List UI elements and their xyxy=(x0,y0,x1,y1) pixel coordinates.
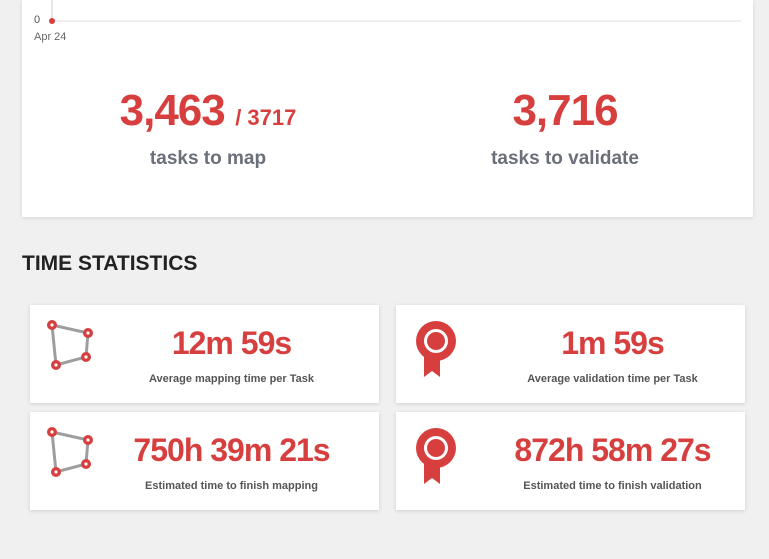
card-value: 872h 58m 27s xyxy=(514,432,711,468)
card-value: 1m 59s xyxy=(561,325,665,361)
y-tick-label: 0 xyxy=(34,14,41,26)
tasks-to-validate-label: tasks to validate xyxy=(491,148,639,169)
card-label: Average mapping time per Task xyxy=(148,373,315,385)
est-validation-time-card: 872h 58m 27s Estimated time to finish va… xyxy=(396,412,745,510)
project-progress-card: 0 Apr 24 3,463 / 3717 tasks to map 3,716… xyxy=(22,0,753,217)
data-point[interactable] xyxy=(49,18,55,24)
tasks-to-map-label: tasks to map xyxy=(149,148,267,169)
card-value: 750h 39m 21s xyxy=(133,432,330,468)
section-title: TIME STATISTICS xyxy=(22,252,198,275)
card-label: Estimated time to finish validation xyxy=(523,480,702,492)
tasks-to-validate-value: 3,716 xyxy=(512,86,618,135)
est-mapping-time-card: 750h 39m 21s Estimated time to finish ma… xyxy=(30,412,379,510)
card-value: 12m 59s xyxy=(171,325,292,361)
tasks-to-map-stat: 3,463 / 3717 tasks to map xyxy=(38,88,378,170)
tasks-total: / 3717 xyxy=(235,105,297,130)
x-tick-label: Apr 24 xyxy=(34,31,67,43)
chart-svg xyxy=(49,0,741,24)
avg-mapping-time-card: 12m 59s Average mapping time per Task xyxy=(30,305,379,403)
avg-validation-time-card: 1m 59s Average validation time per Task xyxy=(396,305,745,403)
card-label: Average validation time per Task xyxy=(527,373,698,385)
progress-chart: 0 Apr 24 xyxy=(22,0,753,50)
tasks-to-validate-stat: 3,716 tasks to validate xyxy=(395,88,735,170)
card-label: Estimated time to finish mapping xyxy=(145,480,318,492)
polygon-icon xyxy=(44,319,96,376)
tasks-to-map-value: 3,463 xyxy=(119,86,226,135)
award-ribbon-icon xyxy=(410,319,462,384)
polygon-icon xyxy=(44,426,96,483)
award-ribbon-icon xyxy=(410,426,462,491)
